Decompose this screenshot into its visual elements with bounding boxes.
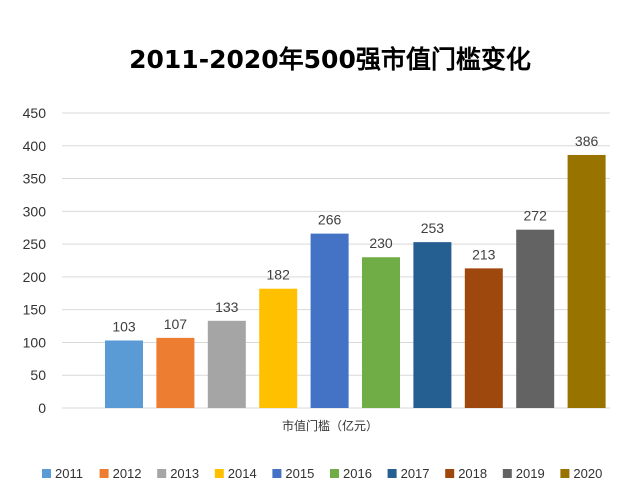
- y-tick-label: 350: [23, 171, 47, 187]
- legend-swatch: [387, 469, 397, 478]
- legend: 2011 2012 2013 2014 2015 2016 2017 2018 2019 2020: [42, 466, 602, 481]
- y-tick-label: 400: [23, 138, 47, 154]
- y-tick-label: 450: [23, 105, 47, 121]
- legend-swatch: [560, 469, 570, 478]
- legend-label: 2018: [458, 466, 487, 481]
- legend-swatch: [214, 469, 224, 478]
- bar-2011: [105, 340, 143, 408]
- data-label: 182: [267, 267, 291, 283]
- y-tick-label: 100: [23, 334, 47, 350]
- y-tick-label: 0: [38, 400, 46, 416]
- data-label: 272: [524, 208, 548, 224]
- legend-swatch: [502, 469, 512, 478]
- legend-label: 2012: [113, 466, 142, 481]
- legend-label: 2020: [573, 466, 602, 481]
- data-label: 230: [369, 235, 393, 251]
- legend-swatch: [99, 469, 109, 478]
- data-label: 107: [164, 316, 188, 332]
- legend-swatch: [272, 469, 282, 478]
- legend-label: 2011: [55, 466, 83, 481]
- bar-2017: [413, 242, 452, 408]
- y-tick-label: 300: [23, 203, 47, 219]
- bar-2019: [516, 229, 555, 408]
- y-tick-label: 50: [30, 367, 46, 383]
- data-labels: 103 107 133 182 266 230 253 213 272 386: [112, 133, 598, 335]
- bar-2014: [259, 288, 298, 408]
- bars: [105, 154, 606, 408]
- legend-label: 2019: [516, 466, 545, 481]
- legend-swatch: [330, 469, 339, 478]
- bar-2013: [207, 320, 246, 408]
- data-label: 266: [318, 212, 342, 228]
- bar-2020: [567, 154, 606, 408]
- bar-2015: [310, 233, 349, 408]
- data-label: 103: [112, 318, 136, 334]
- data-label: 386: [575, 133, 599, 149]
- legend-label: 2017: [401, 466, 430, 481]
- legend-swatch: [42, 469, 51, 478]
- data-label: 133: [215, 299, 239, 315]
- data-label: 213: [472, 246, 496, 262]
- legend-swatch: [157, 469, 167, 478]
- chart-title: 2011-2020年500强市值门槛变化: [129, 45, 531, 74]
- legend-swatch: [445, 469, 455, 478]
- y-axis-ticks: 0 50 100 150 200 250 300 350 400 450: [23, 105, 47, 416]
- bar-2012: [156, 337, 195, 408]
- legend-label: 2013: [170, 466, 199, 481]
- legend-label: 2015: [285, 466, 314, 481]
- bar-2018: [464, 268, 503, 408]
- y-tick-label: 150: [23, 302, 47, 318]
- bar-2016: [362, 257, 400, 408]
- data-label: 253: [421, 220, 445, 236]
- legend-label: 2014: [228, 466, 257, 481]
- x-axis-label: 市值门槛（亿元）: [282, 418, 378, 433]
- y-tick-label: 250: [23, 236, 47, 252]
- y-tick-label: 200: [23, 269, 47, 285]
- legend-label: 2016: [343, 466, 372, 481]
